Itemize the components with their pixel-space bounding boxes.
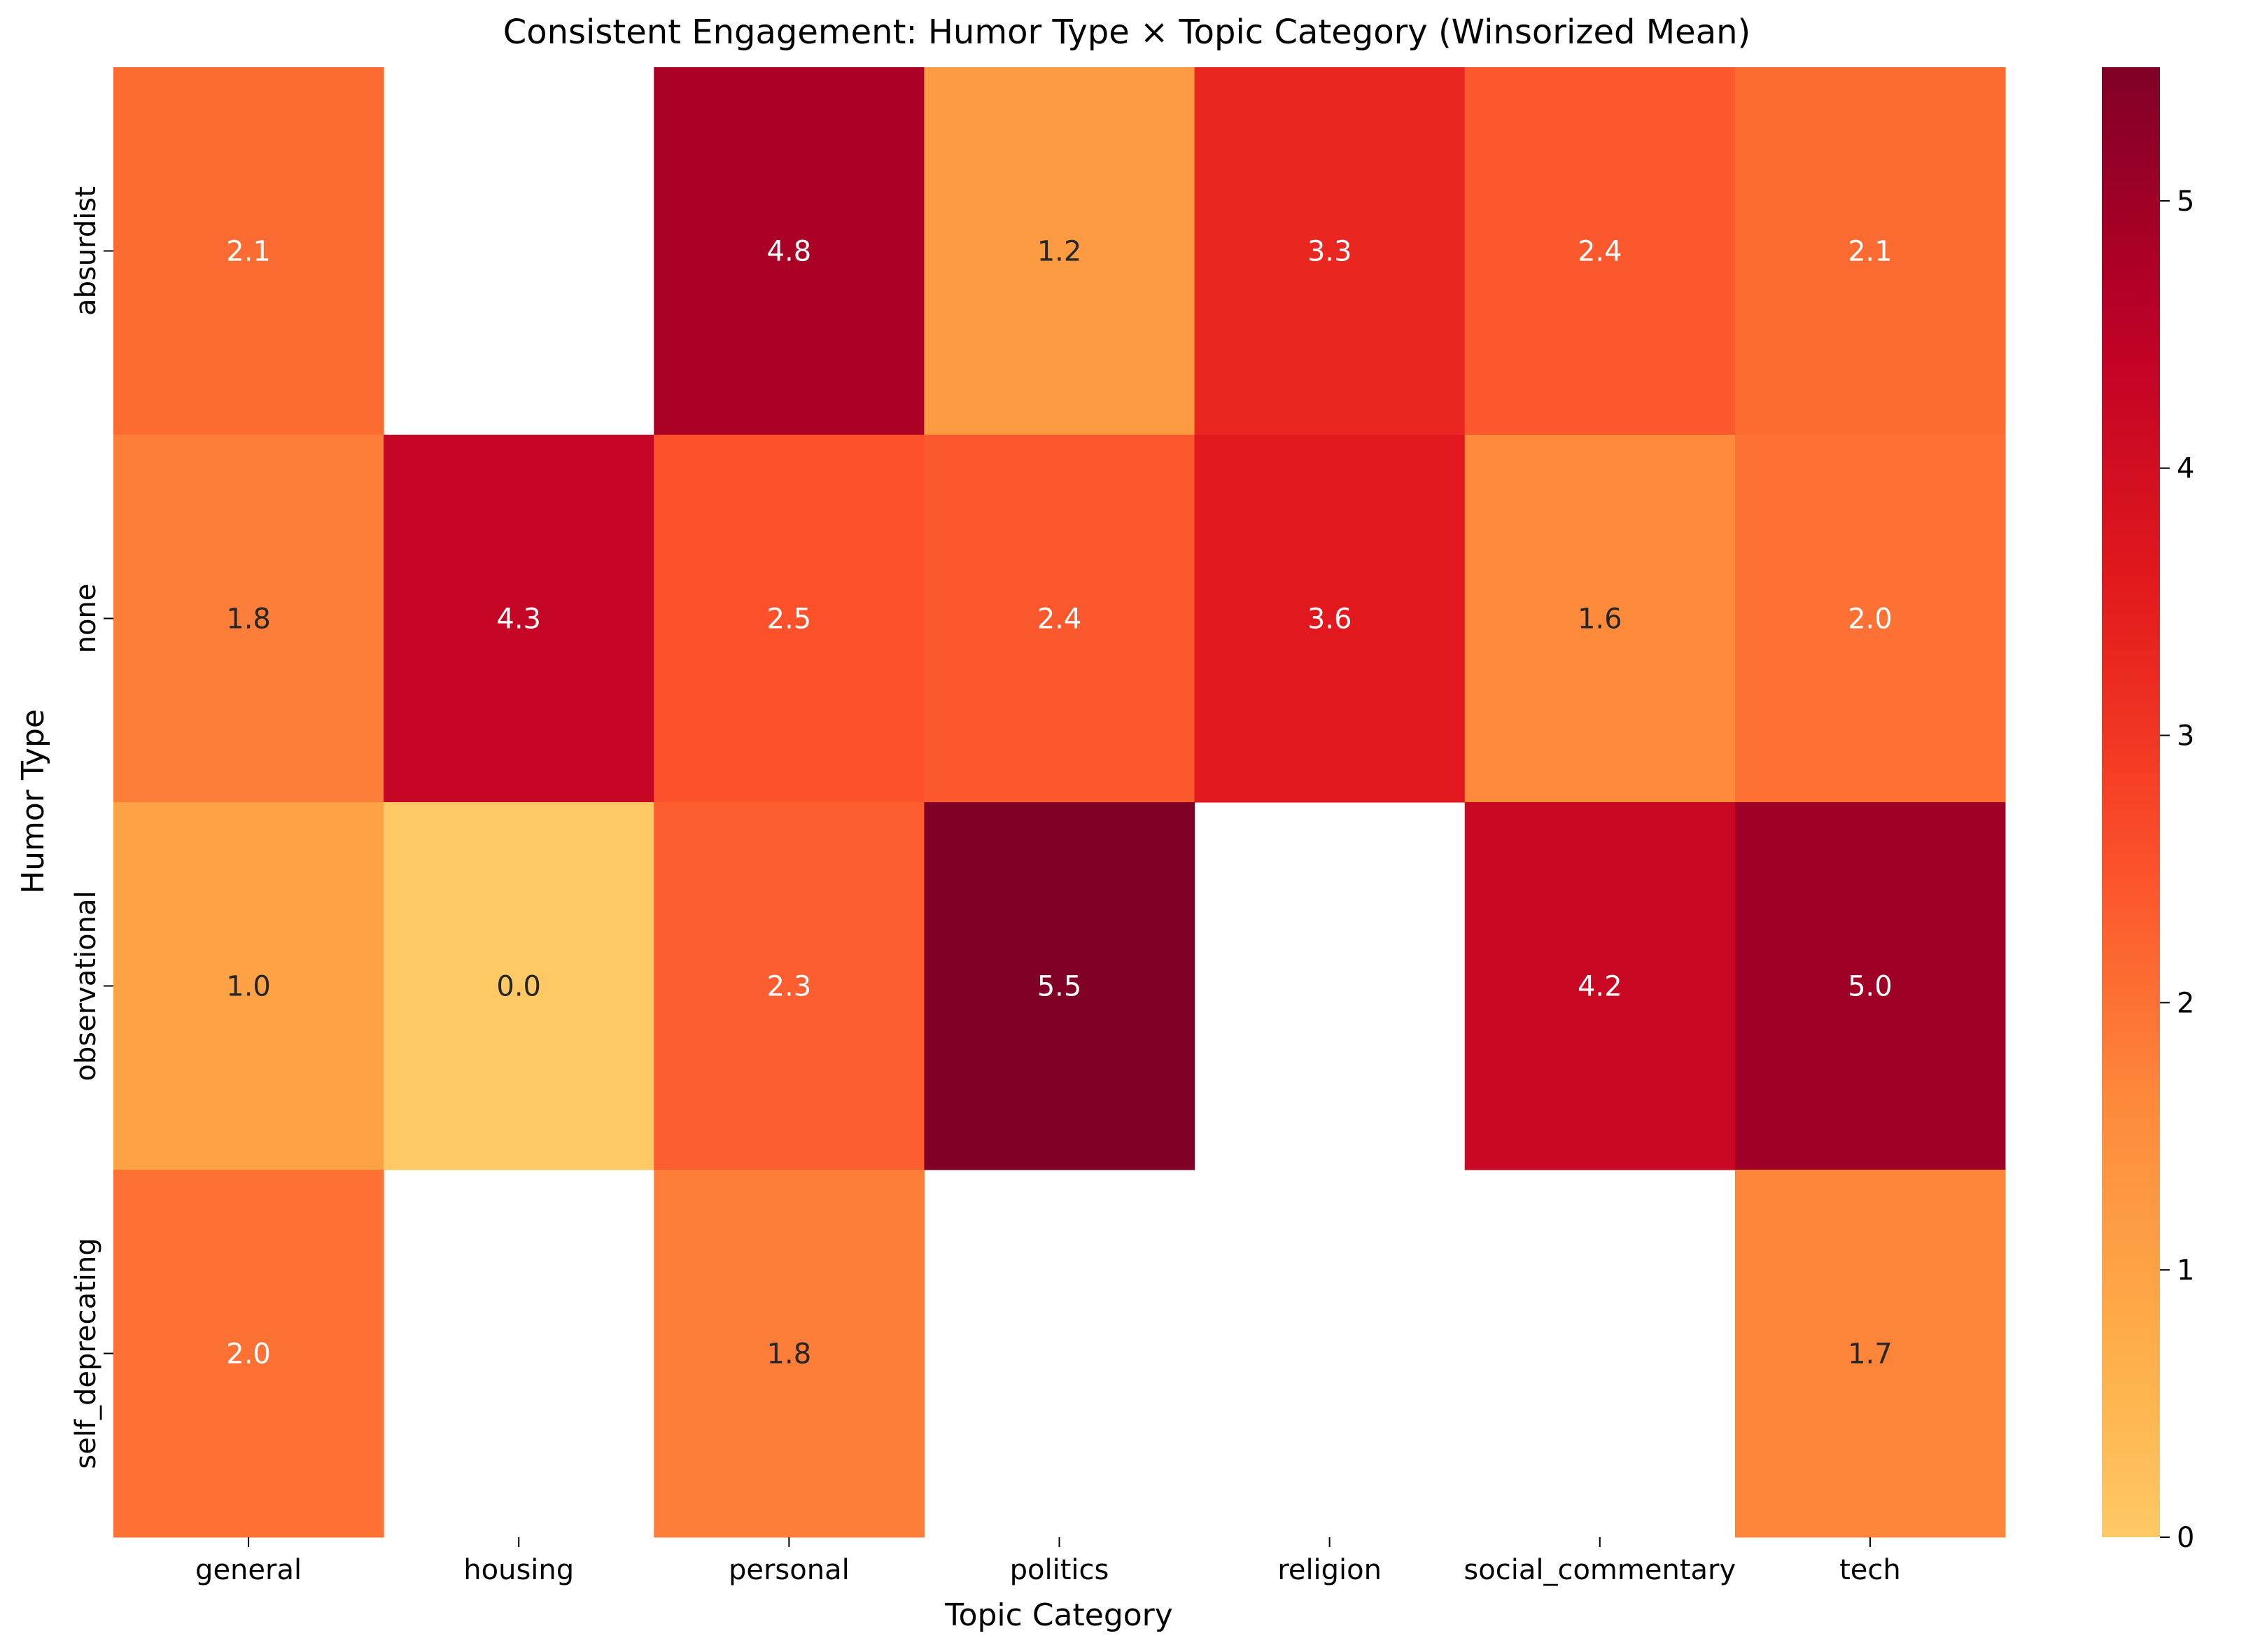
y-axis-label: Humor Type (15, 709, 51, 894)
cell-value-absurdist-social_commentary: 2.4 (1578, 236, 1622, 268)
y-tick-label-absurdist: absurdist (70, 186, 102, 316)
y-tick-label-observational: observational (70, 890, 102, 1081)
cell-value-none-religion: 3.6 (1307, 603, 1352, 636)
cell-none-housing (384, 435, 654, 803)
x-axis-ticks: general housing personal politics religion so… (195, 1537, 1901, 1586)
cell-value-none-general: 1.8 (226, 603, 271, 636)
cell-observational-personal (654, 802, 925, 1170)
x-tick-label-tech: tech (1839, 1554, 1901, 1586)
cell-value-self_deprecating-general: 2.0 (226, 1338, 271, 1371)
cell-value-observational-tech: 5.0 (1848, 971, 1893, 1003)
cell-value-none-tech: 2.0 (1848, 603, 1893, 636)
colorbar-tick-label-5: 5 (2177, 186, 2194, 218)
colorbar-tick-label-4: 4 (2177, 453, 2194, 485)
cell-value-observational-personal: 2.3 (767, 971, 812, 1003)
cell-value-absurdist-religion: 3.3 (1307, 236, 1352, 268)
cell-absurdist-religion (1194, 67, 1466, 435)
x-tick-label-religion: religion (1277, 1554, 1382, 1586)
cell-none-tech (1734, 435, 2006, 803)
cell-absurdist-general (113, 67, 384, 435)
cell-value-absurdist-general: 2.1 (226, 236, 271, 268)
cell-absurdist-tech (1734, 67, 2006, 435)
colorbar-tick-label-2: 2 (2177, 987, 2194, 1019)
cell-value-none-politics: 2.4 (1037, 603, 1082, 636)
cell-none-religion (1194, 435, 1466, 803)
cell-absurdist-personal (654, 67, 925, 435)
cell-observational-social_commentary (1464, 802, 1736, 1170)
colorbar-tick-label-3: 3 (2177, 720, 2194, 752)
cell-value-observational-politics: 5.5 (1037, 971, 1082, 1003)
cell-value-absurdist-personal: 4.8 (767, 236, 812, 268)
cell-none-personal (654, 435, 925, 803)
cell-value-none-personal: 2.5 (767, 603, 812, 636)
cell-value-absurdist-politics: 1.2 (1037, 236, 1082, 268)
colorbar-tick-label-1: 1 (2177, 1254, 2194, 1287)
x-axis-label: Topic Category (944, 1597, 1173, 1633)
colorbar-gradient (2102, 67, 2160, 1537)
cell-self_deprecating-personal (654, 1170, 925, 1538)
cell-value-none-social_commentary: 1.6 (1578, 603, 1622, 636)
cell-value-observational-social_commentary: 4.2 (1578, 971, 1622, 1003)
cell-value-observational-general: 1.0 (226, 971, 271, 1003)
cell-none-politics (924, 435, 1195, 803)
cell-observational-politics (924, 802, 1195, 1170)
x-tick-label-general: general (195, 1554, 302, 1586)
y-tick-label-none: none (70, 584, 102, 654)
cell-value-absurdist-tech: 2.1 (1848, 236, 1893, 268)
x-tick-label-personal: personal (729, 1554, 850, 1586)
colorbar-tick-label-0: 0 (2177, 1522, 2194, 1554)
x-tick-label-politics: politics (1010, 1554, 1109, 1586)
cell-observational-housing (384, 802, 654, 1170)
cell-value-self_deprecating-tech: 1.7 (1848, 1338, 1893, 1371)
cell-value-none-housing: 4.3 (496, 603, 541, 636)
cell-self_deprecating-tech (1734, 1170, 2006, 1538)
y-tick-label-self_deprecating: self_deprecating (70, 1238, 102, 1469)
colorbar: 0 1 2 3 4 5 (2102, 67, 2194, 1554)
cell-absurdist-politics (924, 67, 1195, 435)
cell-none-general (113, 435, 384, 803)
x-tick-label-social_commentary: social_commentary (1464, 1554, 1736, 1586)
cell-none-social_commentary (1464, 435, 1736, 803)
cell-self_deprecating-general (113, 1170, 384, 1538)
cell-value-observational-housing: 0.0 (496, 971, 541, 1003)
cell-absurdist-social_commentary (1464, 67, 1736, 435)
cell-observational-general (113, 802, 384, 1170)
cell-observational-tech (1734, 802, 2006, 1170)
cell-value-self_deprecating-personal: 1.8 (767, 1338, 812, 1371)
y-axis-ticks: absurdist none observational self_deprecati… (70, 186, 113, 1469)
chart-title: Consistent Engagement: Humor Type × Topi… (503, 13, 1751, 52)
heatmap-cells: 2.1 4.8 1.2 3.3 2.4 2.1 1.8 4.3 2.5 2.4 3.6 1.6 2.0 1… (113, 67, 2006, 1538)
x-tick-label-housing: housing (463, 1554, 574, 1586)
